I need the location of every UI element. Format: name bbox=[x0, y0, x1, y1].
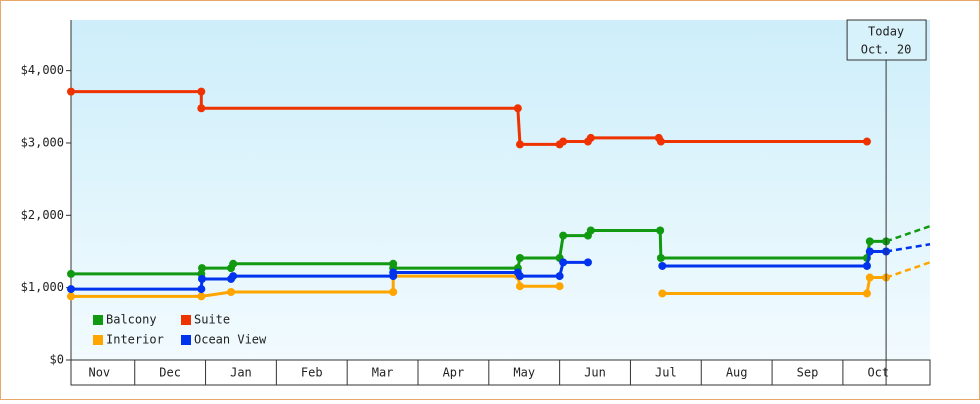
price-point bbox=[515, 254, 524, 262]
x-tick-label: Jul bbox=[655, 366, 677, 380]
x-tick-label: Mar bbox=[372, 366, 394, 380]
x-tick-label: Jan bbox=[230, 366, 252, 380]
price-point bbox=[862, 289, 871, 298]
legend-label: Suite bbox=[194, 313, 230, 327]
forecast-line bbox=[885, 224, 931, 243]
price-point bbox=[555, 282, 564, 291]
price-point bbox=[865, 237, 874, 246]
x-axis-band bbox=[70, 359, 931, 386]
x-tick-label: Jun bbox=[584, 366, 606, 380]
price-point bbox=[67, 292, 75, 301]
price-point bbox=[862, 261, 871, 270]
x-tick-label: Apr bbox=[443, 366, 465, 380]
price-point bbox=[658, 261, 667, 270]
legend-label: Interior bbox=[106, 333, 164, 347]
x-tick-label: Aug bbox=[726, 366, 748, 380]
price-point bbox=[865, 247, 874, 256]
price-point bbox=[513, 104, 522, 113]
y-tick-label: $1,000 bbox=[21, 280, 64, 294]
price-point bbox=[389, 268, 398, 277]
price-point bbox=[515, 282, 524, 291]
x-tick-label: Nov bbox=[88, 366, 110, 380]
price-point bbox=[197, 292, 206, 301]
price-point bbox=[559, 258, 568, 267]
price-point bbox=[583, 258, 592, 267]
price-point bbox=[656, 137, 665, 146]
x-tick-label: Sep bbox=[797, 366, 819, 380]
y-tick-label: $0 bbox=[50, 353, 64, 367]
price-point bbox=[197, 87, 206, 96]
price-point bbox=[586, 226, 595, 235]
forecast-line bbox=[885, 243, 931, 253]
legend-label: Ocean View bbox=[194, 333, 267, 347]
price-point bbox=[515, 272, 524, 281]
legend-swatch bbox=[181, 335, 191, 345]
price-point bbox=[198, 274, 207, 283]
y-tick-label: $4,000 bbox=[21, 63, 64, 77]
price-point bbox=[515, 140, 524, 149]
y-tick-label: $3,000 bbox=[21, 135, 64, 149]
y-tick-label: $2,000 bbox=[21, 208, 64, 222]
x-tick-label: Feb bbox=[301, 366, 323, 380]
legend-label: Balcony bbox=[106, 313, 157, 327]
price-point bbox=[559, 137, 568, 146]
legend-swatch bbox=[93, 335, 103, 345]
price-point bbox=[197, 285, 206, 294]
price-point bbox=[586, 133, 595, 142]
price-point bbox=[658, 289, 667, 298]
price-point bbox=[229, 272, 238, 281]
price-point bbox=[227, 288, 236, 296]
x-tick-label: Oct bbox=[867, 366, 889, 380]
price-point bbox=[67, 285, 75, 294]
forecast-line bbox=[885, 261, 931, 279]
legend-swatch bbox=[93, 315, 103, 325]
price-point bbox=[862, 137, 871, 146]
plot-area bbox=[71, 20, 930, 360]
x-tick-label: Dec bbox=[159, 366, 181, 380]
x-tick-label: May bbox=[513, 366, 535, 380]
price-point bbox=[67, 87, 75, 96]
legend-swatch bbox=[181, 315, 191, 325]
price-point bbox=[198, 264, 207, 273]
today-label: Today bbox=[868, 25, 904, 39]
today-date: Oct. 20 bbox=[861, 43, 912, 57]
price-point bbox=[656, 254, 665, 262]
price-line bbox=[71, 229, 887, 276]
price-point bbox=[389, 288, 398, 296]
price-point bbox=[555, 272, 564, 281]
price-point bbox=[229, 259, 238, 268]
price-point bbox=[865, 273, 874, 282]
price-point bbox=[656, 226, 665, 235]
price-point bbox=[197, 104, 206, 113]
today-box bbox=[846, 19, 927, 61]
price-point bbox=[559, 231, 568, 240]
price-point bbox=[67, 269, 75, 278]
